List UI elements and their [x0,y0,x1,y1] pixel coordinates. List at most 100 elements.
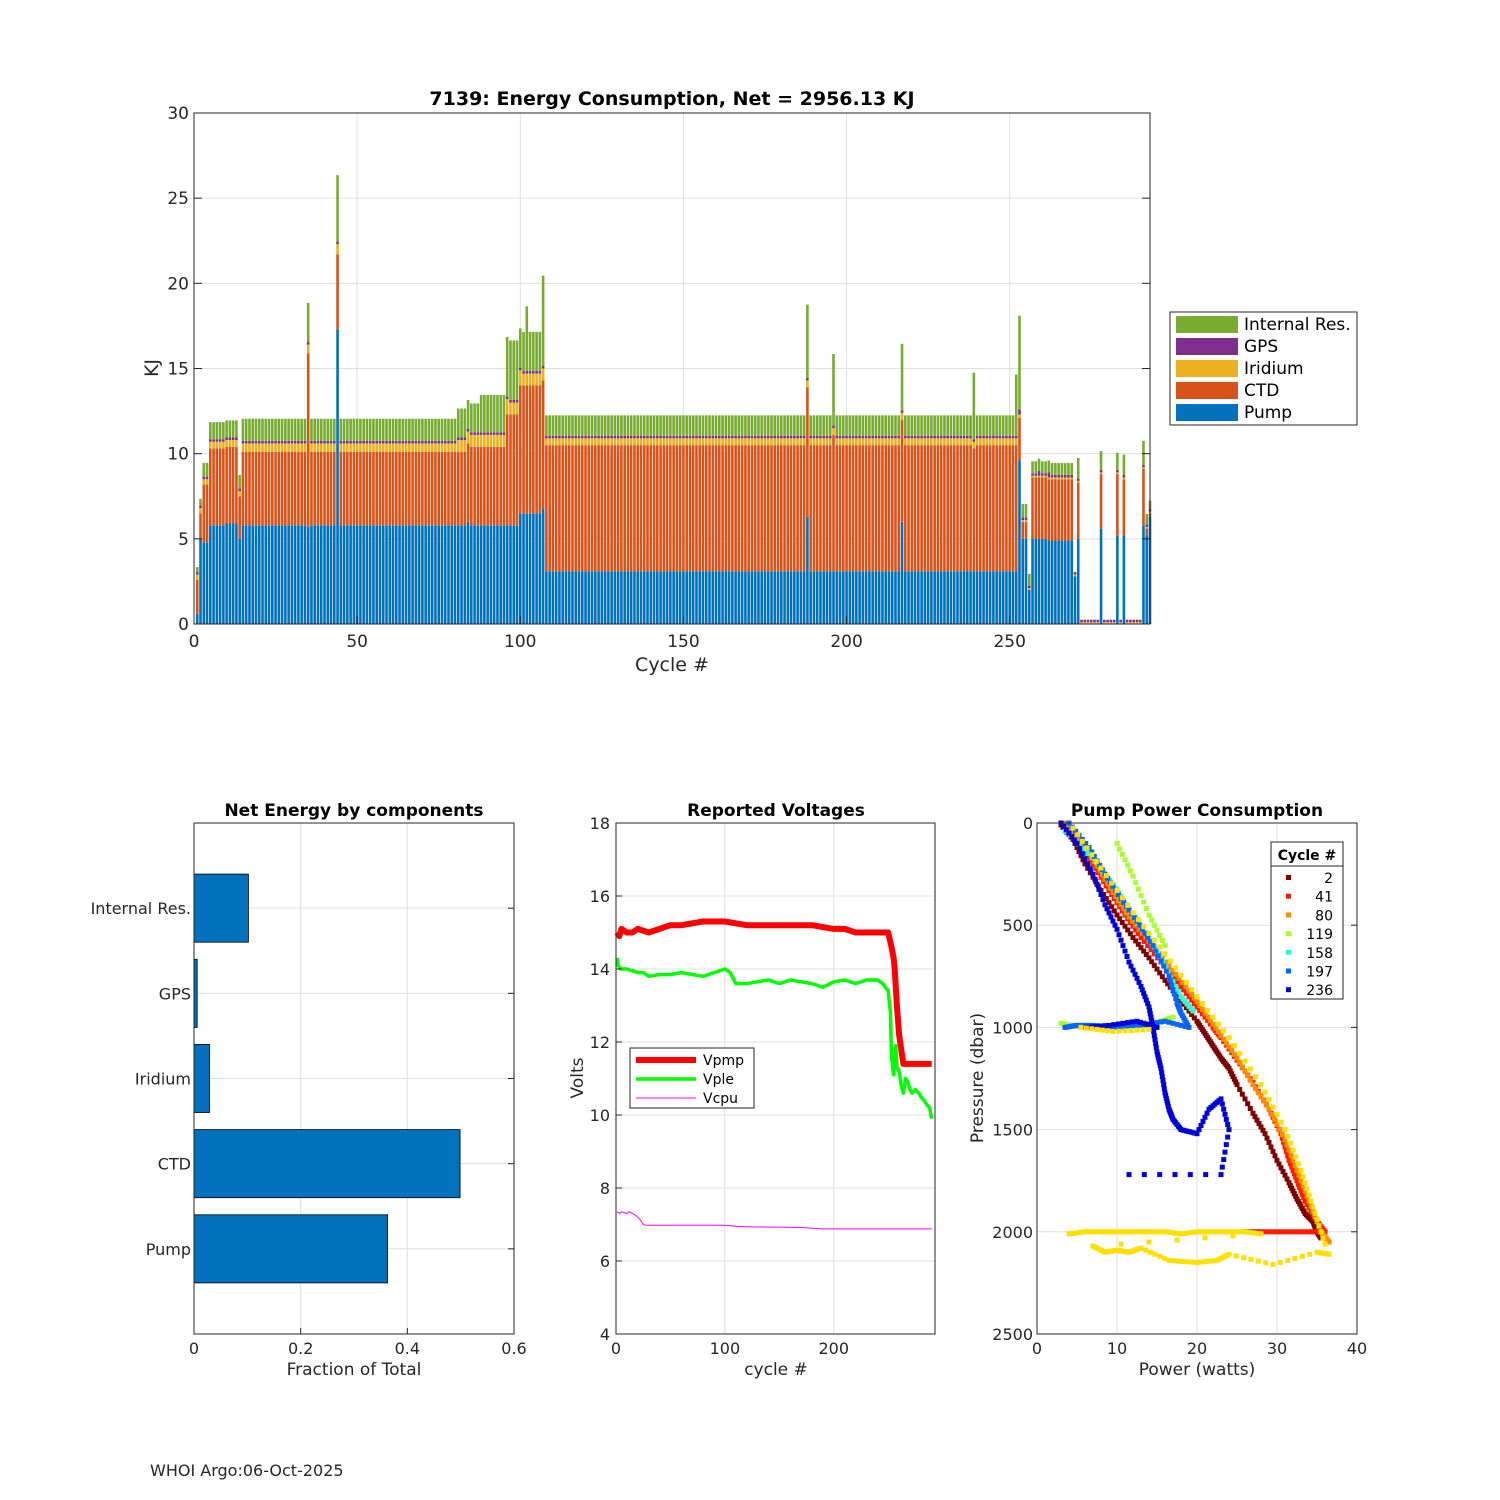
energy-bar-internal [838,415,842,436]
energy-bar-internal [571,415,574,436]
pump-power-point [1250,1110,1256,1116]
energy-bar-internal [218,422,222,440]
energy-bar-internal [378,418,382,441]
energy-bar-pump [411,525,414,624]
pump-power-x-label: Power (watts) [1139,1360,1256,1380]
energy-bar-pump [424,525,427,624]
energy-bar-gps [293,440,297,444]
energy-bar-pump [1073,576,1077,624]
energy-bar-ctd [333,451,336,526]
energy-bar-ctd [675,445,679,572]
energy-bar-ctd [470,446,473,526]
energy-bar-pump [923,571,927,624]
energy-bar-ctd [649,445,653,572]
energy-bar-iridium [1109,622,1113,624]
energy-bar-iridium [1132,622,1135,624]
energy-bar-iridium [828,438,832,446]
pump-power-point [1266,1106,1272,1112]
energy-bar-pump [897,571,901,624]
energy-bar-pump [535,513,538,624]
pump-power-point [1157,1253,1163,1259]
pump-power-point [1147,1022,1153,1028]
energy-bar-ctd [1014,445,1018,572]
energy-bar-pump [404,525,408,624]
energy-bar-internal [841,415,845,436]
energy-bar-gps [688,435,692,439]
energy-bar-iridium [1057,477,1060,480]
energy-bar-ctd [750,445,754,572]
energy-bar-ctd [744,445,747,572]
energy-bar-internal [362,418,365,441]
energy-bar-pump [985,571,989,624]
pump-power-point [1194,1131,1200,1137]
energy-bar-internal [424,418,427,441]
pump-power-point [1087,866,1093,872]
energy-bar-internal [985,415,989,436]
energy-bar-internal [257,418,261,441]
energy-bar-pump [545,571,548,624]
energy-bar-iridium [277,443,281,452]
energy-bar-internal [933,415,936,436]
energy-bar-ctd [672,445,675,572]
pump-power-point [1233,1079,1239,1085]
energy-bar-pump [1145,535,1149,624]
energy-bar-pump [995,571,998,624]
pump-power-point [1307,1251,1313,1257]
energy-bar-pump [903,571,907,624]
energy-bar-gps [257,440,261,444]
energy-bar-ctd [479,446,483,526]
energy-bar-ctd [828,445,832,572]
energy-bar-gps [271,440,274,444]
pump-power-point [1211,1258,1217,1264]
pump-power-point [1157,1060,1163,1066]
energy-bar-pump [809,571,812,624]
pump-power-point [1311,1229,1317,1235]
energy-bar-iridium [319,443,323,452]
energy-bar-ctd [992,445,995,572]
energy-bar-internal [900,343,904,411]
pump-power-point [1105,1028,1111,1034]
pump-power-point [1139,930,1145,936]
energy-bar-iridium [359,443,362,452]
pump-power-point [1194,1229,1200,1235]
pump-power-point [1178,1127,1184,1133]
energy-bar-internal [806,304,809,378]
energy-bar-pump [600,571,604,624]
energy-bar-gps [949,435,953,439]
energy-bar-gps [417,440,421,444]
energy-bar-internal [222,422,225,440]
pump-power-point [1089,852,1095,858]
pump-power-point [1137,922,1143,928]
energy-bar-ctd [1099,474,1103,529]
energy-bar-gps [545,435,548,439]
energy-bar-ctd [355,451,359,526]
energy-bar-pump [561,571,564,624]
energy-bar-gps [747,435,750,439]
pump-power-point [1159,974,1165,980]
energy-bar-internal [731,415,734,436]
energy-bar-ctd [404,451,408,526]
energy-bar-ctd [936,445,940,572]
energy-bar-gps [665,435,669,439]
energy-bar-ctd [841,445,845,572]
pump-power-point [1293,1174,1299,1180]
energy-bar-iridium [293,443,297,452]
energy-bar-ctd [297,451,300,526]
pump-power-point [1109,904,1115,910]
energy-bar-pump [642,571,646,624]
energy-bar-gps [561,435,564,439]
pump-power-point [1121,906,1127,912]
energy-bar-iridium [773,438,777,446]
energy-bar-pump [502,525,506,624]
energy-bar-ctd [1076,482,1080,539]
pump-power-point [1110,890,1116,895]
energy-bar-pump [727,571,731,624]
energy-bar-iridium [538,373,542,386]
energy-bar-gps [776,435,780,439]
energy-bar-iridium [1011,438,1015,446]
energy-bar-gps [408,440,411,444]
energy-bar-internal [440,418,444,441]
pump-power-point [1136,979,1142,985]
pump-power-point [1290,1157,1296,1163]
